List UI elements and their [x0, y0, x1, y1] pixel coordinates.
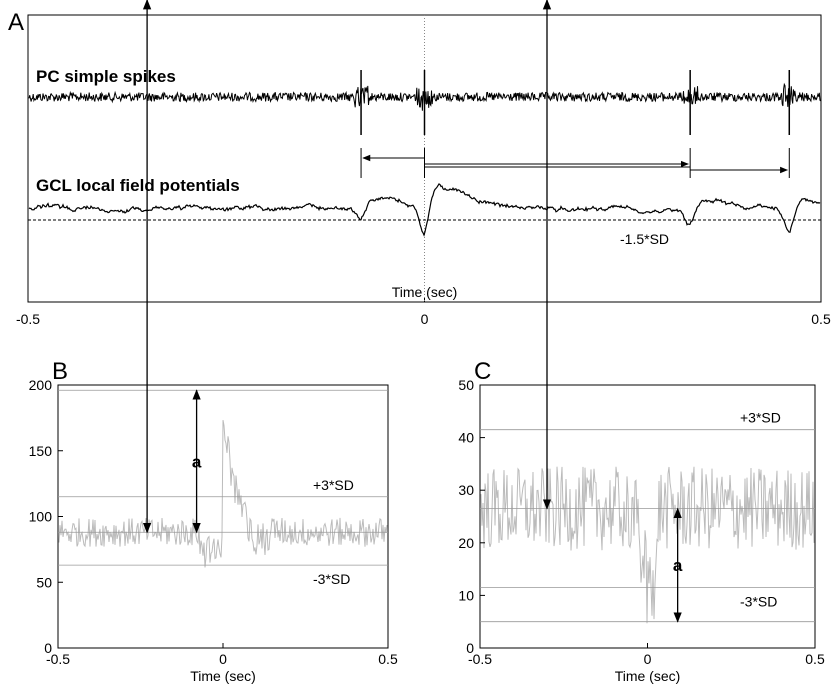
range-label: a — [192, 452, 202, 471]
panel-label: B — [52, 358, 68, 385]
x-tick-label: 0 — [219, 651, 227, 667]
x-tick-label: 0 — [421, 311, 429, 327]
x-tick-label: -0.5 — [46, 651, 70, 667]
x-tick-label: 0 — [644, 651, 652, 667]
range-label: b — [142, 0, 152, 4]
panel-label: C — [474, 358, 491, 385]
y-tick-label: 50 — [36, 574, 52, 590]
trace-label: GCL local field potentials — [36, 176, 240, 195]
lfp-trace — [28, 183, 821, 237]
psth-trace — [58, 420, 388, 568]
sd-label: -3*SD — [313, 571, 350, 587]
x-axis-label: Time (sec) — [190, 668, 256, 684]
threshold-label: -1.5*SD — [620, 231, 669, 247]
x-axis-label: Time (sec) — [615, 668, 681, 684]
range-label: b — [542, 0, 552, 4]
x-tick-label: -0.5 — [16, 311, 40, 327]
y-tick-label: 0 — [466, 640, 474, 656]
range-label: a — [673, 556, 683, 575]
x-tick-label: 0.5 — [378, 651, 398, 667]
y-tick-label: 0 — [44, 640, 52, 656]
sd-label: -3*SD — [740, 594, 777, 610]
panel-label: A — [8, 9, 24, 36]
trace-label: PC simple spikes — [36, 67, 176, 86]
y-tick-label: 40 — [458, 430, 474, 446]
y-tick-label: 50 — [458, 377, 474, 393]
psth-trace — [480, 466, 815, 624]
y-tick-label: 30 — [458, 482, 474, 498]
y-tick-label: 200 — [29, 377, 53, 393]
x-axis-label: Time (sec) — [392, 284, 458, 300]
x-tick-label: 0.5 — [811, 311, 831, 327]
y-tick-label: 20 — [458, 535, 474, 551]
y-tick-label: 100 — [29, 509, 53, 525]
y-tick-label: 150 — [29, 443, 53, 459]
x-tick-label: 0.5 — [805, 651, 825, 667]
sd-label: +3*SD — [313, 477, 354, 493]
sd-label: +3*SD — [740, 410, 781, 426]
y-tick-label: 10 — [458, 587, 474, 603]
x-tick-label: -0.5 — [468, 651, 492, 667]
